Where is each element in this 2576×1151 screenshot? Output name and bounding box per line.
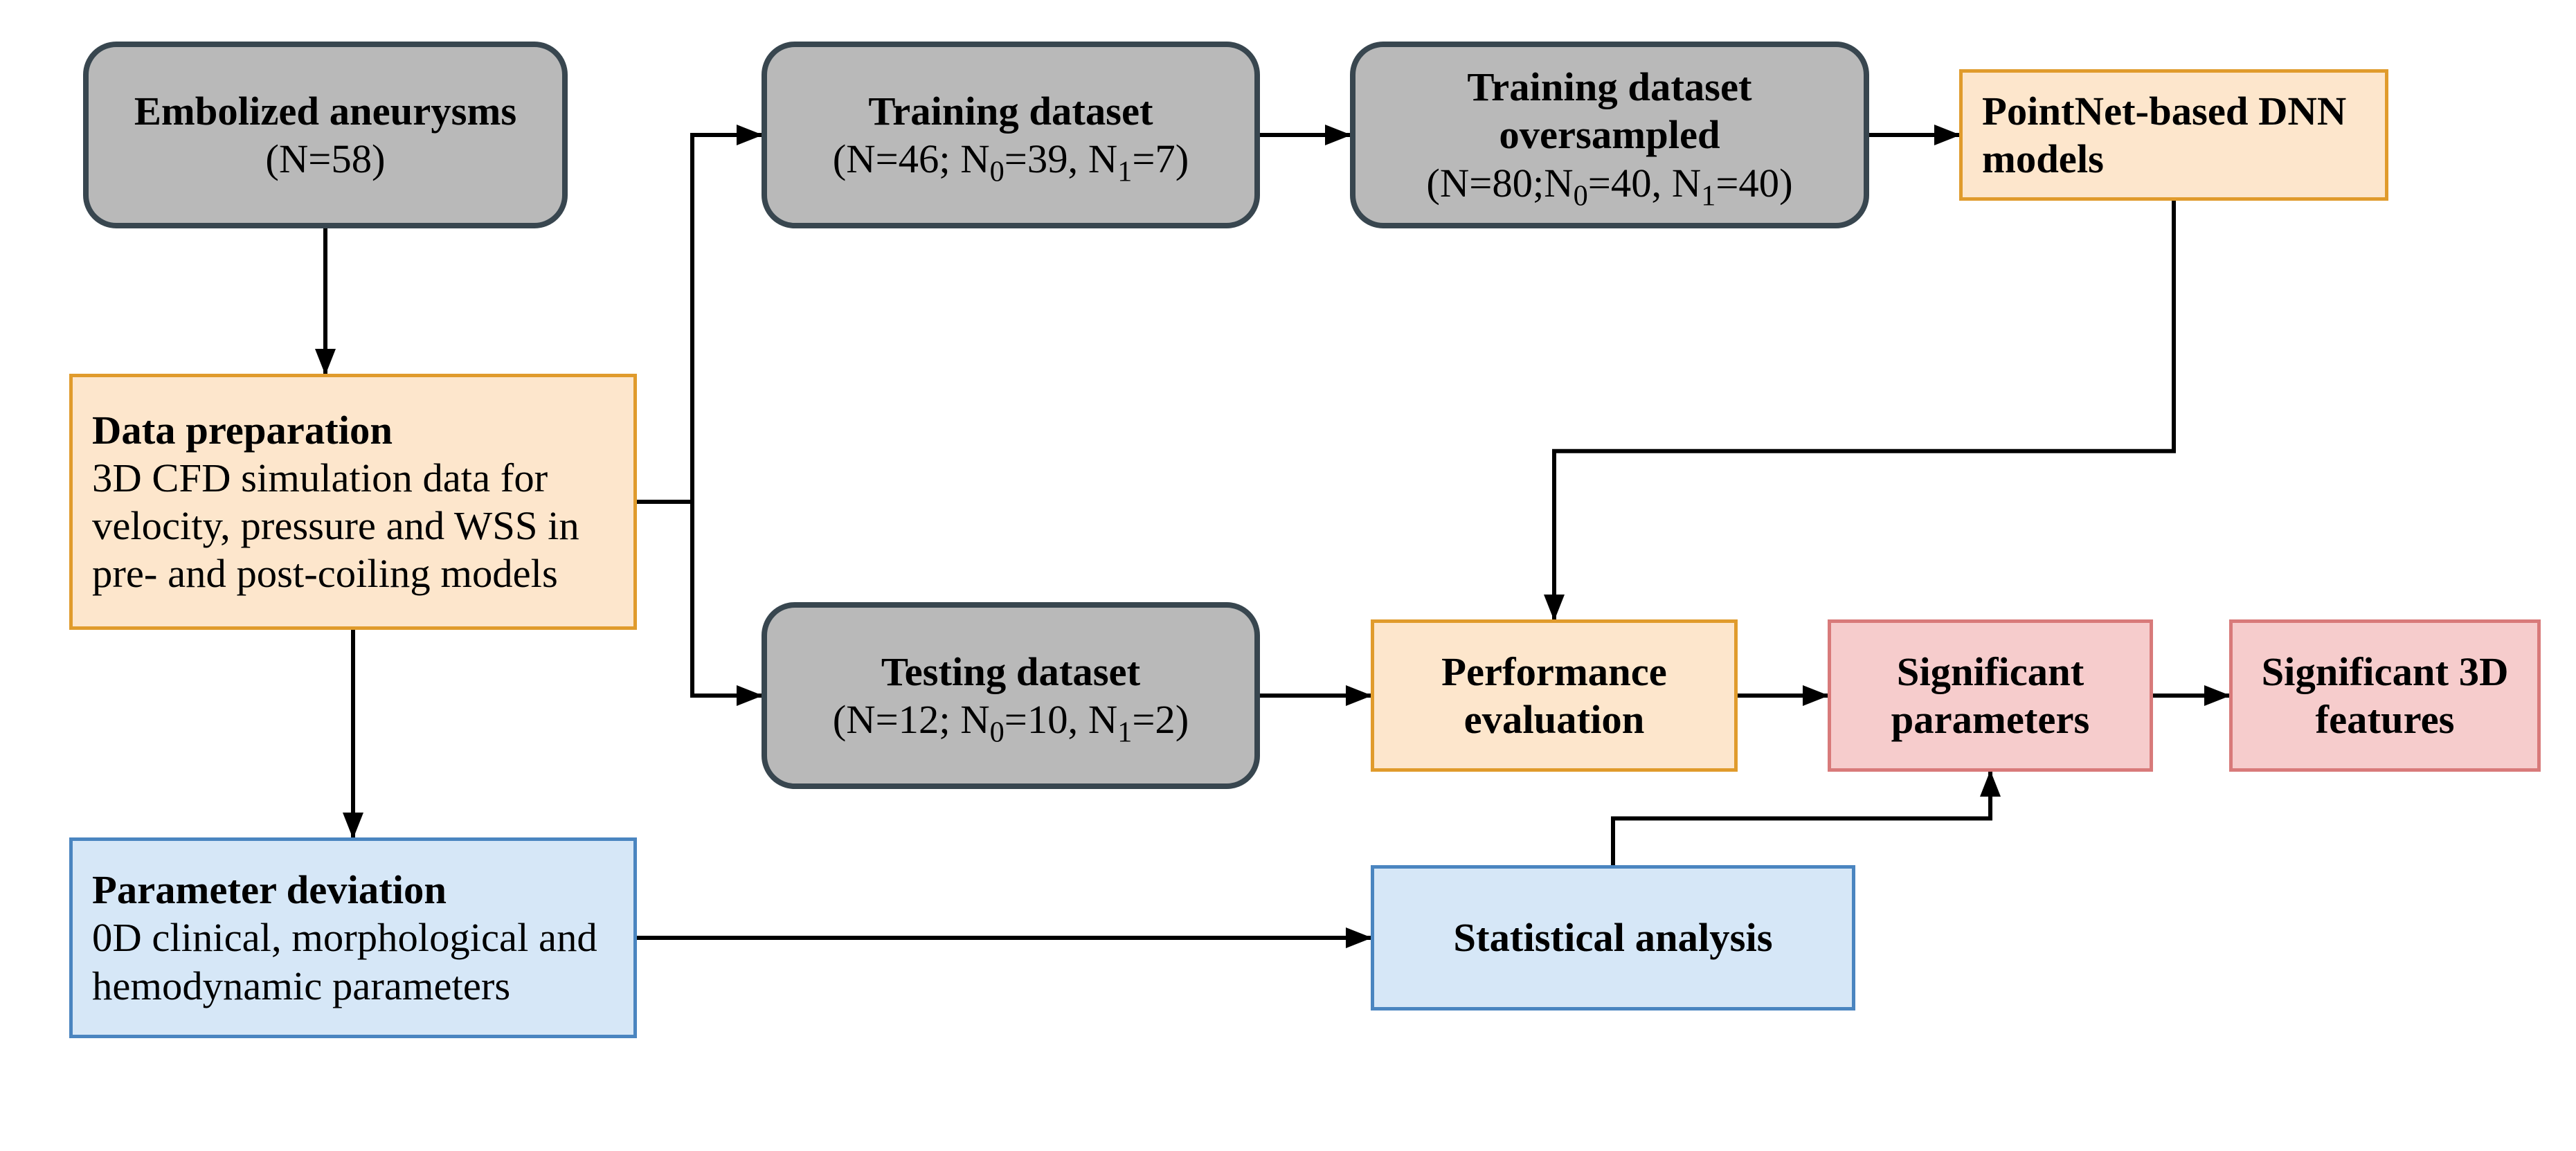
flowchart-stage: Embolized aneurysms(N=58) Data preparatio… [0, 0, 2576, 1151]
node-testing-title: Testing dataset [881, 648, 1140, 696]
node-embolized-body: (N=58) [265, 135, 385, 183]
node-training: Training dataset(N=46; N0=39, N1=7) [762, 42, 1260, 228]
edge-stat_analysis-to-sig_params [1613, 772, 1990, 865]
node-training-body: (N=46; N0=39, N1=7) [833, 135, 1189, 183]
node-stat_analysis-title: Statistical analysis [1453, 914, 1772, 961]
node-sig_params: Significant parameters [1828, 619, 2153, 772]
node-embolized-title: Embolized aneurysms [134, 87, 516, 135]
node-param_dev-body: 0D clinical, morphological and hemodynam… [92, 914, 614, 1009]
node-testing-body: (N=12; N0=10, N1=2) [833, 696, 1189, 743]
node-param_dev-title: Parameter deviation [92, 866, 447, 914]
node-stat_analysis: Statistical analysis [1371, 865, 1855, 1010]
node-oversampled-title: Training dataset oversampled [1375, 63, 1844, 158]
node-oversampled-body: (N=80;N0=40, N1=40) [1426, 159, 1792, 207]
node-data_prep-body: 3D CFD simulation data for velocity, pre… [92, 454, 614, 598]
node-data_prep: Data preparation3D CFD simulation data f… [69, 374, 637, 630]
node-embolized: Embolized aneurysms(N=58) [83, 42, 568, 228]
node-training-title: Training dataset [868, 87, 1153, 135]
node-perf_eval-title: Performance evaluation [1394, 648, 1715, 743]
node-pointnet: PointNet-based DNN models [1959, 69, 2388, 201]
node-testing: Testing dataset(N=12; N0=10, N1=2) [762, 602, 1260, 789]
node-data_prep-title: Data preparation [92, 406, 393, 454]
edge-pointnet-to-perf_eval [1554, 201, 2174, 619]
node-pointnet-title: PointNet-based DNN models [1982, 87, 2366, 183]
node-param_dev: Parameter deviation0D clinical, morpholo… [69, 837, 637, 1038]
node-sig_3d-title: Significant 3D features [2252, 648, 2518, 743]
node-sig_params-title: Significant parameters [1850, 648, 2130, 743]
node-perf_eval: Performance evaluation [1371, 619, 1738, 772]
edge-data_prep-to-testing [637, 502, 762, 696]
node-oversampled: Training dataset oversampled(N=80;N0=40,… [1350, 42, 1869, 228]
edge-data_prep-to-training [637, 135, 762, 502]
node-sig_3d: Significant 3D features [2229, 619, 2541, 772]
